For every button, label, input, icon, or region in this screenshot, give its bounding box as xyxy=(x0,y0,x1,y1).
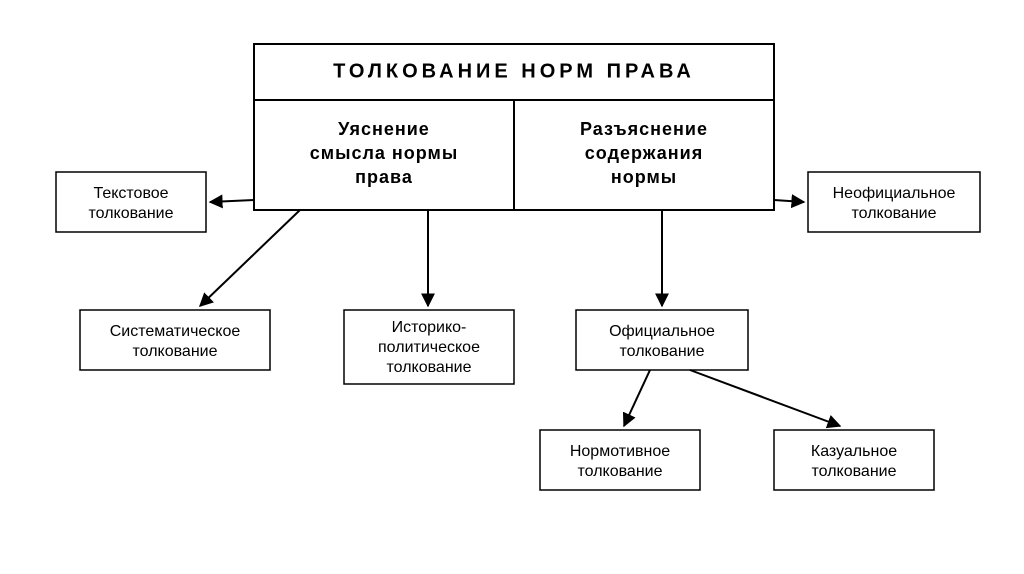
node-right-branch-l3: нормы xyxy=(611,167,677,187)
node-official-l1: Официальное xyxy=(609,323,715,340)
node-text-interp-l1: Текстовое xyxy=(93,185,168,202)
edge-left-to-textinterp xyxy=(210,200,254,202)
node-historical-l2: политическое xyxy=(378,339,480,356)
node-left-branch-l1: Уяснение xyxy=(338,119,430,139)
node-normative-l2: толкование xyxy=(578,463,663,480)
node-left-branch-l2: смысла нормы xyxy=(310,143,458,163)
edge-official-to-casual xyxy=(690,370,840,426)
node-right-branch-l2: содержания xyxy=(585,143,703,163)
node-root-label: ТОЛКОВАНИЕ НОРМ ПРАВА xyxy=(333,60,695,82)
diagram-canvas: ТОЛКОВАНИЕ НОРМ ПРАВА Уяснение смысла но… xyxy=(0,0,1024,574)
edge-left-to-systematic xyxy=(200,210,300,306)
node-text-interp-l2: толкование xyxy=(89,205,174,222)
node-casual-l1: Казуальное xyxy=(811,443,897,460)
edge-right-to-unofficial xyxy=(774,200,804,202)
node-unofficial-l2: толкование xyxy=(852,205,937,222)
node-unofficial-l1: Неофициальное xyxy=(833,185,956,202)
node-systematic-l1: Систематическое xyxy=(110,323,241,340)
node-systematic-l2: толкование xyxy=(133,343,218,360)
node-left-branch-l3: права xyxy=(355,167,413,187)
node-official-l2: толкование xyxy=(620,343,705,360)
node-historical-l3: толкование xyxy=(387,359,472,376)
node-normative-l1: Нормотивное xyxy=(570,443,670,460)
node-right-branch-l1: Разъяснение xyxy=(580,119,708,139)
node-historical-l1: Историко- xyxy=(392,319,467,336)
node-casual-l2: толкование xyxy=(812,463,897,480)
edge-official-to-normative xyxy=(624,370,650,426)
